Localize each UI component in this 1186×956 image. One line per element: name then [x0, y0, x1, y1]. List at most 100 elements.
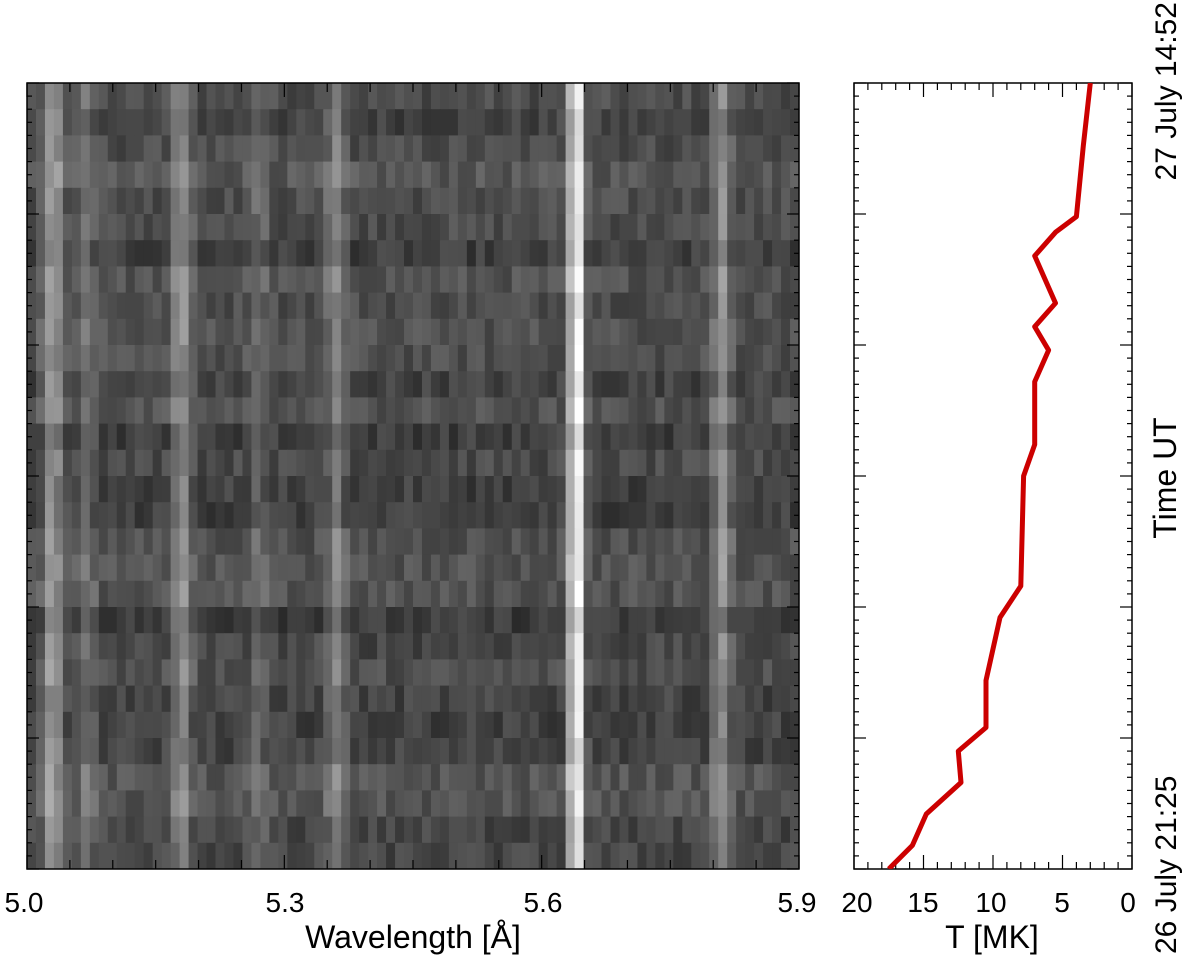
- heatmap-cell: [44, 711, 55, 739]
- heatmap-cell: [260, 580, 270, 608]
- heatmap-cell: [646, 842, 656, 869]
- heatmap-cell: [457, 580, 468, 608]
- heatmap-cell: [170, 214, 181, 241]
- heatmap-cell: [673, 423, 683, 451]
- heatmap-cell: [215, 187, 226, 215]
- heatmap-cell: [772, 659, 782, 687]
- heatmap-cell: [305, 109, 315, 136]
- heatmap-cell: [278, 423, 288, 451]
- heatmap-cell: [745, 214, 755, 241]
- heatmap-cell: [107, 214, 118, 241]
- heatmap-cell: [287, 109, 297, 136]
- heatmap-cell: [610, 790, 621, 818]
- heatmap-cell: [350, 554, 360, 582]
- heatmap-cell: [736, 502, 746, 529]
- heatmap-cell: [386, 685, 396, 713]
- heatmap-cell: [574, 659, 585, 687]
- heatmap-cell: [763, 345, 773, 372]
- heatmap-cell: [556, 816, 567, 844]
- heatmap-cell: [44, 292, 55, 320]
- heatmap-cell: [520, 554, 531, 582]
- heatmap-cell: [664, 842, 674, 869]
- heatmap-cell: [673, 397, 683, 425]
- heatmap-cell: [368, 266, 378, 294]
- heatmap-cell: [430, 266, 441, 294]
- heatmap-cell: [709, 476, 719, 503]
- heatmap-cell: [565, 449, 576, 477]
- heatmap-cell: [556, 292, 567, 320]
- heatmap-cell: [386, 842, 396, 869]
- heatmap-cell: [772, 240, 782, 267]
- heatmap-cell: [143, 790, 154, 818]
- heatmap-cell: [314, 423, 324, 451]
- heatmap-cell: [260, 371, 270, 398]
- heatmap-cell: [691, 659, 701, 687]
- heatmap-cell: [601, 214, 612, 241]
- heatmap-cell: [332, 659, 342, 687]
- heatmap-cell: [251, 738, 261, 765]
- heatmap-cell: [682, 214, 692, 241]
- heatmap-cell: [206, 371, 217, 398]
- heatmap-cell: [583, 318, 594, 346]
- heatmap-cell: [736, 685, 746, 713]
- heatmap-cell: [161, 633, 172, 660]
- heatmap-cell: [161, 109, 172, 136]
- heatmap-cell: [386, 266, 396, 294]
- heatmap-cell: [98, 738, 109, 765]
- heatmap-cell: [727, 842, 737, 869]
- heatmap-cell: [547, 135, 558, 163]
- heatmap-cell: [475, 580, 486, 608]
- heatmap-cell: [682, 83, 692, 110]
- heatmap-cell: [323, 83, 333, 110]
- heatmap-cell: [35, 292, 46, 320]
- heatmap-cell: [655, 502, 665, 529]
- heatmap-cell: [323, 240, 333, 267]
- heatmap-cell: [691, 214, 701, 241]
- heatmap-cell: [637, 659, 647, 687]
- heatmap-cell: [727, 371, 737, 398]
- heatmap-cell: [736, 842, 746, 869]
- heatmap-cell: [404, 790, 414, 818]
- heatmap-cell: [763, 764, 773, 791]
- heatmap-cell: [736, 633, 746, 660]
- heatmap-cell: [377, 764, 387, 791]
- heatmap-cell: [502, 528, 513, 556]
- heatmap-cell: [700, 816, 710, 844]
- heatmap-cell: [565, 423, 576, 451]
- heatmap-cell: [305, 397, 315, 425]
- heatmap-cell: [152, 528, 163, 556]
- heatmap-cell: [233, 214, 244, 241]
- heatmap-cell: [538, 528, 549, 556]
- heatmap-cell: [466, 790, 477, 818]
- heatmap-cell: [754, 580, 764, 608]
- heatmap-cell: [242, 607, 253, 634]
- heatmap-cell: [404, 816, 414, 844]
- heatmap-cell: [772, 423, 782, 451]
- heatmap-cell: [314, 135, 324, 163]
- heatmap-cell: [377, 449, 387, 477]
- heatmap-cell: [386, 135, 396, 163]
- heatmap-cell: [583, 528, 594, 556]
- heatmap-cell: [565, 607, 576, 634]
- heatmap-cell: [664, 502, 674, 529]
- heatmap-cell: [556, 554, 567, 582]
- heatmap-cell: [179, 554, 190, 582]
- heatmap-cell: [125, 738, 136, 765]
- heatmap-cell: [439, 240, 450, 267]
- heatmap-cell: [53, 685, 64, 713]
- heatmap-cell: [754, 266, 764, 294]
- heatmap-cell: [215, 83, 226, 110]
- heatmap-cell: [224, 371, 235, 398]
- heatmap-cell: [772, 816, 782, 844]
- heatmap-cell: [350, 659, 360, 687]
- heatmap-cell: [35, 685, 46, 713]
- heatmap-cell: [107, 397, 118, 425]
- heatmap-cell: [53, 790, 64, 818]
- heatmap-cell: [89, 607, 100, 634]
- heatmap-cell: [511, 449, 522, 477]
- heatmap-cell: [368, 764, 378, 791]
- heatmap-cell: [781, 580, 791, 608]
- heatmap-cell: [314, 502, 324, 529]
- heatmap-cell: [538, 711, 549, 739]
- heatmap-cell: [224, 345, 235, 372]
